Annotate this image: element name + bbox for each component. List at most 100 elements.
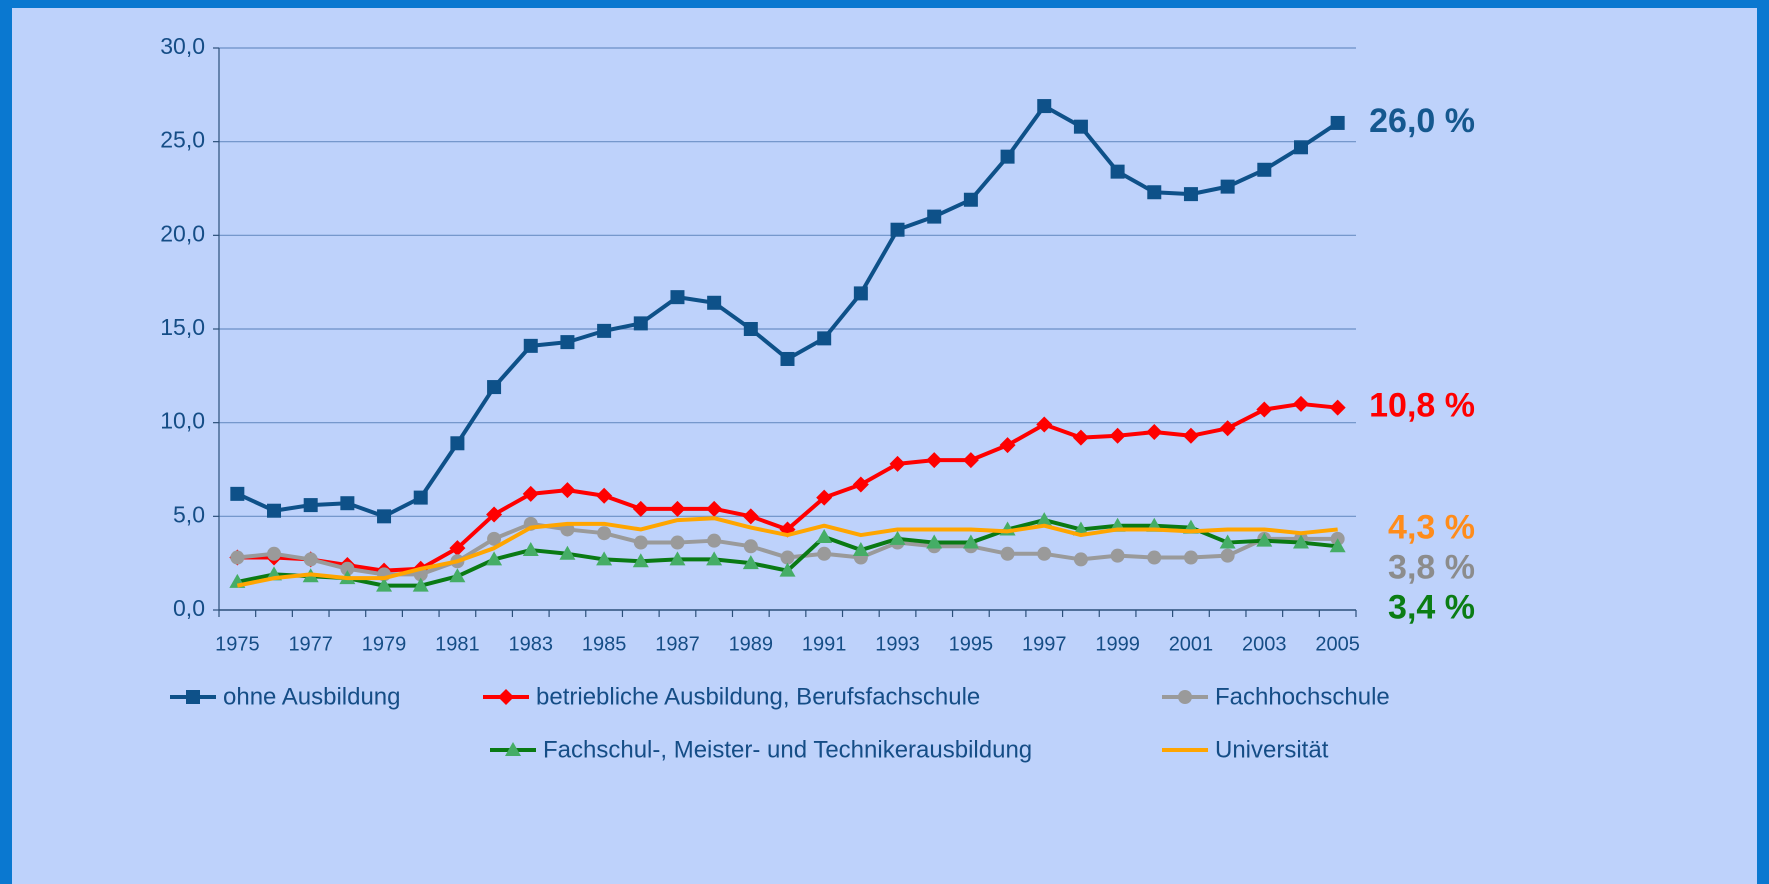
- x-tick-label: 1993: [875, 633, 920, 655]
- end-value-label: 4,3 %: [1388, 508, 1475, 546]
- legend-item: Universität: [1162, 736, 1329, 763]
- x-tick-label: 2003: [1242, 633, 1287, 655]
- marker: [596, 487, 613, 504]
- marker: [780, 550, 795, 565]
- marker: [706, 500, 723, 517]
- marker: [597, 526, 612, 541]
- marker: [1293, 140, 1308, 155]
- y-tick-label: 30,0: [160, 33, 205, 59]
- marker: [1036, 416, 1053, 433]
- marker: [999, 437, 1016, 454]
- marker: [498, 689, 514, 705]
- marker: [267, 546, 282, 561]
- x-tick-label: 1999: [1095, 633, 1140, 655]
- marker: [1219, 534, 1236, 549]
- marker: [633, 535, 648, 550]
- marker: [505, 742, 521, 756]
- marker: [889, 530, 906, 545]
- marker: [1292, 395, 1309, 412]
- marker: [669, 551, 686, 566]
- marker: [303, 552, 318, 567]
- marker: [743, 322, 758, 336]
- series: [230, 99, 1345, 524]
- marker: [853, 286, 868, 301]
- marker: [1109, 427, 1126, 444]
- marker: [1037, 99, 1052, 114]
- marker: [1220, 179, 1235, 194]
- marker: [1257, 162, 1272, 177]
- end-value-label: 3,4 %: [1388, 588, 1475, 626]
- legend-label: ohne Ausbildung: [223, 683, 401, 710]
- marker: [852, 476, 869, 493]
- marker: [817, 331, 832, 346]
- marker: [1036, 512, 1053, 527]
- marker: [816, 489, 833, 506]
- marker: [1292, 534, 1309, 549]
- legend-item: Fachhochschule: [1162, 683, 1390, 710]
- marker: [633, 316, 648, 331]
- marker: [412, 577, 429, 592]
- marker: [670, 535, 685, 550]
- x-tick-label: 1981: [435, 633, 480, 655]
- marker: [449, 540, 466, 557]
- marker: [1147, 185, 1162, 200]
- y-tick-label: 25,0: [160, 127, 205, 153]
- marker: [1037, 546, 1052, 561]
- marker: [340, 496, 355, 511]
- legend-item: Fachschul-, Meister- und Technikerausbil…: [490, 736, 1032, 763]
- x-tick-label: 1997: [1022, 633, 1067, 655]
- marker: [1183, 187, 1198, 202]
- marker: [267, 503, 282, 518]
- marker: [449, 568, 466, 583]
- marker: [560, 335, 575, 350]
- marker: [780, 351, 795, 366]
- marker: [376, 577, 393, 592]
- marker: [1256, 532, 1273, 547]
- marker: [1219, 420, 1236, 437]
- marker: [486, 506, 503, 523]
- marker: [1183, 550, 1198, 565]
- marker: [1329, 399, 1346, 416]
- marker: [1110, 548, 1125, 563]
- marker: [1220, 548, 1235, 563]
- marker: [1072, 429, 1089, 446]
- x-tick-label: 1987: [655, 633, 700, 655]
- marker: [377, 509, 392, 524]
- legend-item: ohne Ausbildung: [170, 683, 401, 710]
- marker: [303, 498, 318, 513]
- marker: [1330, 115, 1345, 130]
- series: [236, 516, 1338, 588]
- marker: [962, 534, 979, 549]
- marker: [522, 485, 539, 502]
- legend-label: betriebliche Ausbildung, Berufsfachschul…: [536, 683, 980, 710]
- x-tick-label: 1995: [949, 633, 994, 655]
- marker: [816, 528, 833, 543]
- x-tick-label: 2001: [1169, 633, 1214, 655]
- x-tick-label: 1975: [215, 633, 260, 655]
- legend-item: betriebliche Ausbildung, Berufsfachschul…: [483, 683, 980, 710]
- marker: [1256, 401, 1273, 418]
- marker: [1000, 546, 1015, 561]
- marker: [1147, 550, 1162, 565]
- y-tick-label: 0,0: [173, 595, 205, 621]
- marker: [742, 508, 759, 525]
- marker: [707, 533, 722, 548]
- series: [229, 512, 1346, 592]
- x-tick-label: 2005: [1315, 633, 1360, 655]
- marker: [890, 222, 905, 237]
- y-tick-label: 5,0: [173, 501, 205, 527]
- marker: [779, 562, 796, 577]
- marker: [413, 490, 428, 505]
- marker: [1073, 119, 1088, 134]
- marker: [340, 561, 355, 576]
- marker: [962, 452, 979, 469]
- y-tick-label: 15,0: [160, 314, 205, 340]
- legend-label: Fachhochschule: [1215, 683, 1390, 710]
- x-tick-label: 1985: [582, 633, 627, 655]
- legend-label: Universität: [1215, 736, 1329, 763]
- end-value-label: 3,8 %: [1388, 548, 1475, 586]
- end-value-label: 26,0 %: [1369, 102, 1475, 140]
- marker: [487, 380, 502, 395]
